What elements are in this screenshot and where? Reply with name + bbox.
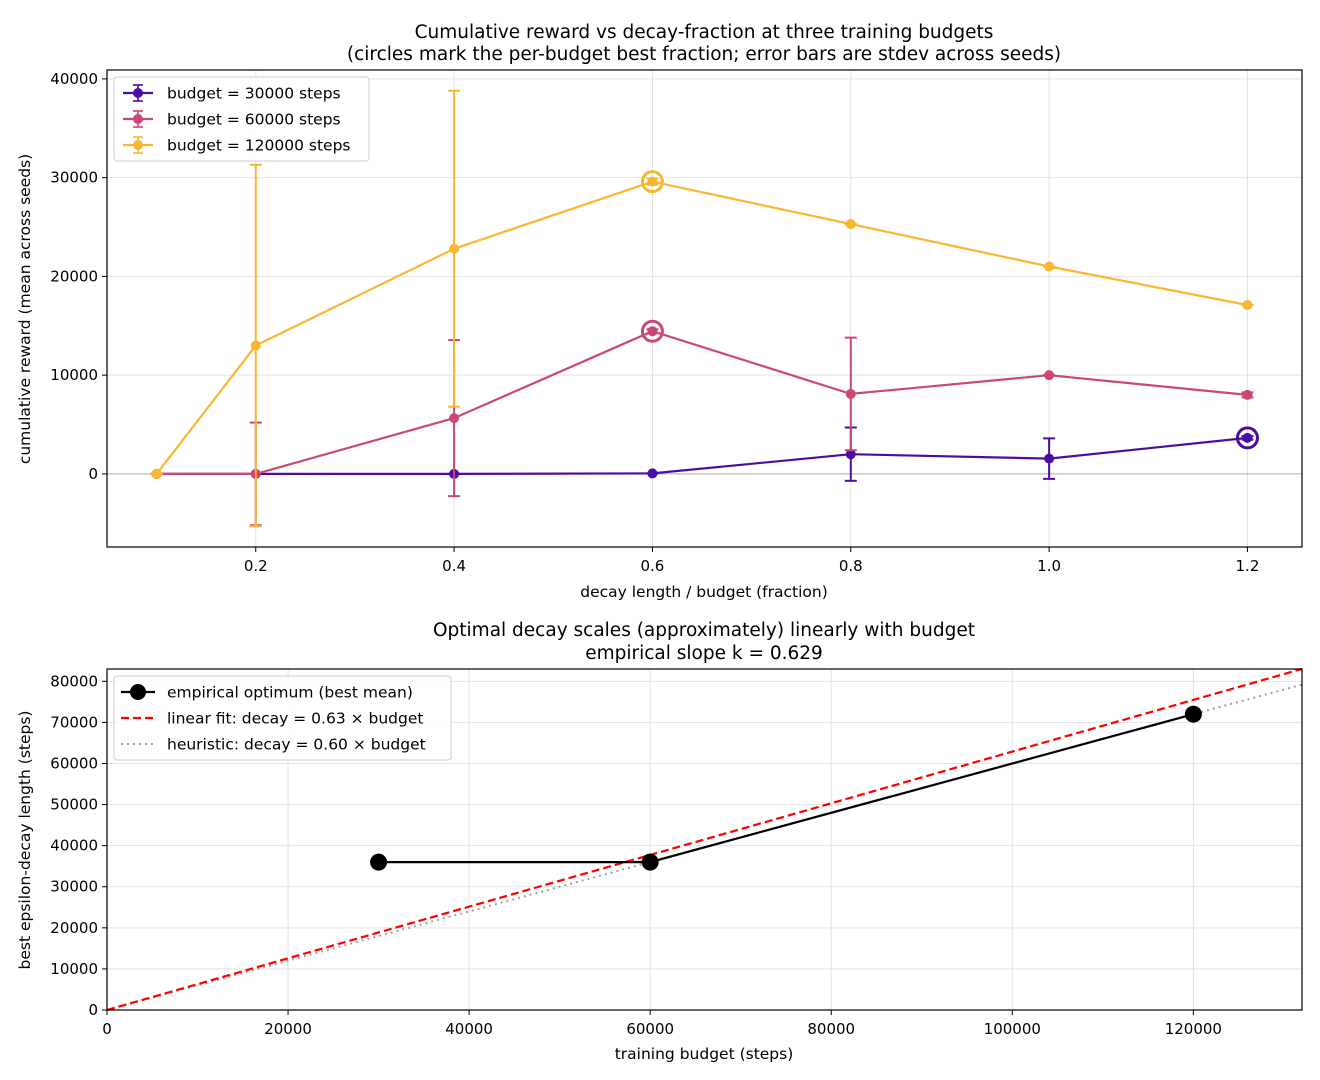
decay-x-tick-label: 0 [102,1020,112,1038]
data-point [449,243,460,254]
reward-x-tick-label: 0.2 [244,557,268,575]
reward-y-tick-label: 40000 [50,70,98,88]
linear-fit-line [106,667,1303,1012]
legend-swatch-marker [133,140,143,150]
decay-y-tick-label: 50000 [50,796,98,814]
legend-label: budget = 120000 steps [167,137,351,155]
data-point [1044,370,1055,381]
empirical-optimum-point [370,853,388,871]
reward-y-axis-label: cumulative reward (mean across seeds) [16,154,34,464]
data-point [845,388,856,399]
data-point [845,219,856,230]
reward-ticks: 0.2 0.4 0.6 0.8 1.0 1.2 0 10000 20000 30000 40000 [50,70,1259,575]
decay-y-tick-label: 30000 [50,878,98,896]
data-point [647,326,658,337]
decay-x-axis-label: training budget (steps) [615,1045,794,1063]
best-fraction-marker [1235,426,1259,450]
decay-chart-subtitle: empirical slope k = 0.629 [585,643,823,664]
data-point [1044,261,1055,272]
decay-legend-box [113,675,452,761]
decay-legend: empirical optimum (best mean) linear fit:… [113,675,452,761]
legend-label: empirical optimum (best mean) [167,684,413,702]
reward-y-tick-label: 0 [88,465,98,483]
decay-plot-area [106,667,1303,1012]
data-point [151,468,162,479]
legend-swatch-marker [133,114,143,124]
data-point [250,340,261,351]
decay-axes-frame [106,668,1303,1011]
reward-panel: Cumulative reward vs decay-fraction at t… [16,22,1303,601]
reward-axes-frame [106,69,1303,548]
reward-x-tick-label: 0.4 [442,557,466,575]
reward-y-tick-label: 20000 [50,267,98,285]
data-point [1242,389,1253,400]
decay-y-tick-label: 60000 [50,754,98,772]
decay-x-tick-label: 120000 [1165,1020,1222,1038]
reward-x-tick-label: 0.6 [641,557,665,575]
decay-y-tick-label: 0 [88,1001,98,1019]
data-point [1242,300,1253,311]
reward-y-tick-label: 10000 [50,366,98,384]
reward-x-axis-label: decay length / budget (fraction) [580,583,828,601]
decay-y-tick-label: 10000 [50,960,98,978]
reward-x-tick-label: 1.2 [1236,557,1260,575]
decay-ticks: 0 20000 40000 60000 80000 100000 120000 0 10000 2… [50,672,1222,1038]
data-point [1242,432,1253,443]
legend-label: budget = 60000 steps [167,111,341,129]
best-fraction-marker [640,170,664,194]
decay-x-tick-label: 80000 [807,1020,855,1038]
reward-y-tick-label: 30000 [50,169,98,187]
data-point [845,449,856,460]
legend-label: heuristic: decay = 0.60 × budget [167,736,426,754]
reward-x-tick-label: 1.0 [1037,557,1061,575]
legend-swatch-marker [130,684,146,700]
empirical-optimum-point [1184,705,1202,723]
decay-x-tick-label: 60000 [626,1020,674,1038]
decay-chart-title: Optimal decay scales (approximately) lin… [433,620,975,641]
decay-x-tick-label: 40000 [445,1020,493,1038]
legend-label: budget = 30000 steps [167,85,341,103]
data-point [647,176,658,187]
data-point [1044,453,1055,464]
decay-x-tick-label: 20000 [264,1020,312,1038]
data-point [647,468,658,479]
decay-y-tick-label: 70000 [50,713,98,731]
decay-y-tick-label: 80000 [50,672,98,690]
reward-plot-area [150,89,1259,528]
data-point [449,413,460,424]
decay-y-axis-label: best epsilon-decay length (steps) [16,711,34,970]
reward-chart-title: Cumulative reward vs decay-fraction at t… [415,22,994,43]
decay-y-tick-label: 40000 [50,837,98,855]
reward-x-tick-label: 0.8 [839,557,863,575]
reward-legend-box [113,76,370,162]
decay-panel: Optimal decay scales (approximately) lin… [16,620,1303,1063]
empirical-optimum-point [641,853,659,871]
decay-x-tick-label: 100000 [984,1020,1041,1038]
reward-legend: budget = 30000 steps budget = 60000 steps… [113,76,370,162]
best-fraction-marker [640,319,664,343]
legend-label: linear fit: decay = 0.63 × budget [167,710,423,728]
legend-swatch-marker [133,88,143,98]
reward-chart-subtitle: (circles mark the per-budget best fracti… [347,44,1061,65]
decay-y-tick-label: 20000 [50,919,98,937]
